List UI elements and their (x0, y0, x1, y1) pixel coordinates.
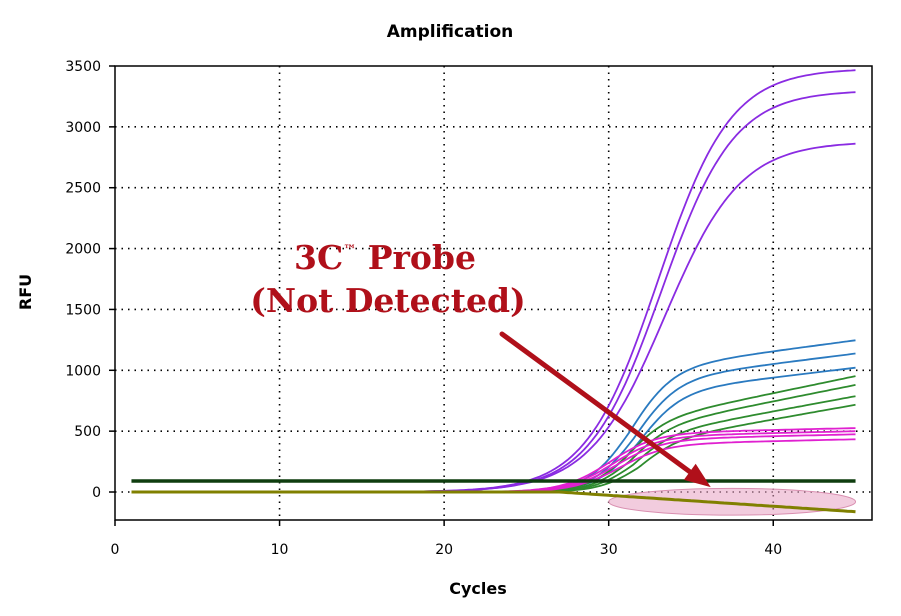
y-tick-label: 1000 (65, 363, 101, 379)
axis-ticks: 0 10 20 30 40 0 500 1000 1500 2000 2500 3000 3500 (65, 59, 782, 558)
series-line-magenta-3 (131, 433, 856, 493)
plot-frame (114, 65, 873, 521)
y-tick-label: 0 (92, 485, 101, 501)
series-line-green-2 (131, 384, 856, 493)
annotation-line-2: (Not Detected) (250, 281, 525, 320)
x-tick-label: 40 (764, 542, 782, 558)
series-line-blue-2 (131, 352, 856, 493)
arrow-shaft (499, 331, 693, 475)
series-line-magenta-2 (131, 430, 856, 493)
series-line-green-3 (131, 395, 856, 493)
y-tick-label: 500 (74, 424, 101, 440)
series-line-magenta-4 (131, 438, 856, 493)
x-tick-label: 0 (111, 542, 120, 558)
y-tick-label: 1500 (65, 302, 101, 318)
annotation-arrow (499, 331, 711, 488)
arrow-head (683, 463, 711, 488)
y-axis-label: RFU (16, 274, 35, 310)
annotation-trademark: ™ (343, 243, 356, 258)
highlight-region (608, 487, 857, 516)
highlight-ellipse (608, 487, 857, 516)
chart-title: Amplification (387, 22, 514, 42)
x-tick-label: 10 (271, 542, 289, 558)
y-tick-label: 2500 (65, 181, 101, 197)
annotation-probe: Probe (356, 238, 476, 277)
annotation: 3C™ Probe (Not Detected) (250, 238, 711, 488)
y-tick-label: 3500 (65, 59, 101, 75)
x-tick-label: 20 (435, 542, 453, 558)
y-tick-label: 2000 (65, 242, 101, 258)
annotation-line-1: 3C™ Probe (294, 238, 476, 277)
x-tick-label: 30 (600, 542, 618, 558)
series-line-3c-probe (131, 490, 856, 514)
x-axis-label: Cycles (449, 579, 507, 598)
annotation-3c: 3C (294, 238, 343, 277)
series-line-green-4 (131, 403, 856, 493)
series-lines (131, 69, 856, 514)
y-tick-label: 3000 (65, 120, 101, 136)
